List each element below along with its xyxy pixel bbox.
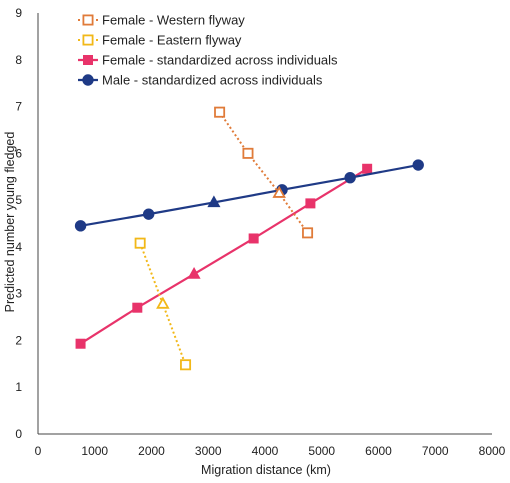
circle-point-marker (142, 208, 155, 220)
legend: Female - Western flyway Female - Eastern … (78, 13, 338, 88)
legend-entry: Female - Eastern flyway (78, 33, 242, 48)
y-tick-label: 5 (15, 193, 22, 207)
axes (37, 13, 492, 435)
open-square-point-marker (214, 106, 226, 118)
series-2 (75, 163, 373, 349)
x-tick-label: 3000 (195, 444, 222, 458)
x-tick-labels: 0 1000 2000 3000 4000 5000 6000 7000 8000 (35, 444, 506, 458)
open-square-point-marker (302, 227, 314, 239)
legend-entry: Female - Western flyway (78, 13, 245, 28)
square-point-marker (305, 198, 316, 209)
x-tick-label: 8000 (479, 444, 506, 458)
y-tick-label: 9 (15, 6, 22, 20)
triangle-point-marker (187, 266, 201, 279)
legend-entry: Female - standardized across individuals (78, 53, 338, 68)
x-tick-label: 1000 (81, 444, 108, 458)
y-tick-label: 6 (15, 146, 22, 160)
y-tick-label: 2 (15, 333, 22, 347)
series-layer (74, 106, 424, 371)
x-tick-label: 5000 (308, 444, 335, 458)
circle-point-marker (412, 159, 424, 171)
y-tick-label: 4 (15, 240, 22, 254)
y-axis-title: Predicted number young fledged (3, 132, 17, 313)
triangle-point-marker (272, 185, 286, 198)
circle-point-marker (82, 74, 94, 86)
square-point-marker (83, 55, 93, 65)
open-square-point-marker (82, 14, 94, 26)
series-3 (74, 159, 424, 232)
open-square-point-marker (82, 34, 94, 46)
x-tick-label: 6000 (365, 444, 392, 458)
y-tick-label: 1 (15, 380, 22, 394)
triangle-point-marker (207, 195, 221, 208)
x-axis-title: Migration distance (km) (201, 463, 331, 477)
y-tick-label: 3 (15, 287, 22, 301)
series-line (80, 163, 419, 227)
y-tick-label: 8 (15, 53, 22, 67)
square-point-marker (75, 338, 86, 349)
legend-label: Female - Western flyway (102, 13, 245, 28)
square-point-marker (132, 302, 143, 313)
open-square-point-marker (134, 237, 146, 249)
legend-label: Female - standardized across individuals (102, 53, 338, 68)
y-tick-label: 7 (15, 100, 22, 114)
legend-label: Male - standardized across individuals (102, 73, 323, 88)
x-tick-label: 2000 (138, 444, 165, 458)
series-1 (134, 237, 192, 371)
series-line (218, 111, 309, 234)
x-tick-label: 4000 (252, 444, 279, 458)
circle-point-marker (74, 220, 87, 232)
square-point-marker (248, 233, 259, 244)
square-point-marker (362, 163, 373, 174)
open-square-point-marker (180, 359, 192, 371)
x-tick-label: 0 (35, 444, 42, 458)
y-tick-label: 0 (15, 427, 22, 441)
legend-entry: Male - standardized across individuals (78, 73, 323, 88)
series-line (79, 167, 368, 345)
y-tick-labels: 0 1 2 3 4 5 6 7 8 9 (15, 6, 22, 441)
x-tick-label: 7000 (422, 444, 449, 458)
circle-point-marker (344, 171, 356, 184)
triangle-point-marker (156, 296, 170, 309)
legend-label: Female - Eastern flyway (102, 33, 242, 48)
series-0 (214, 106, 314, 239)
open-square-point-marker (242, 147, 254, 159)
